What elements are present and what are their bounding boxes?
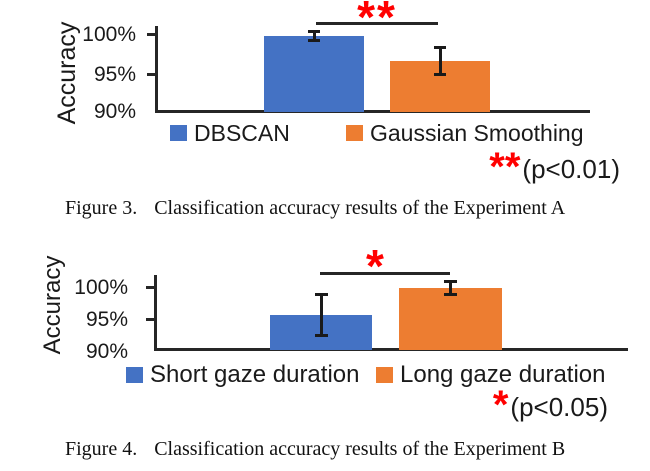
- error-bar-long-gaze-duration: [444, 280, 457, 296]
- error-bar-cap: [434, 46, 446, 50]
- y-axis-line: [155, 26, 158, 113]
- figure-4-chart: Accuracy 100% 95% 90% *: [0, 235, 650, 471]
- error-bar-cap: [308, 29, 320, 33]
- figure-3-caption: Figure 3. Classification accuracy result…: [65, 197, 565, 220]
- x-axis-line: [154, 348, 628, 351]
- legend-label: Gaussian Smoothing: [370, 119, 584, 146]
- legend-swatch-orange: [346, 125, 363, 141]
- significance-bracket: [316, 22, 438, 25]
- error-bar-cap: [444, 280, 457, 284]
- bar-long-gaze-duration: [399, 287, 502, 350]
- legend-label: Long gaze duration: [400, 361, 606, 388]
- caption-text: Classification accuracy results of the E…: [154, 438, 566, 460]
- legend-item-dbscan: DBSCAN: [170, 119, 290, 146]
- error-bar-cap: [308, 39, 320, 43]
- y-tick-label-90: 90%: [85, 340, 128, 363]
- figure-4: Accuracy 100% 95% 90% *: [0, 235, 650, 471]
- error-bar-cap: [314, 333, 328, 337]
- significance-note: ** (p<0.01): [489, 147, 620, 187]
- error-bar-cap: [444, 292, 457, 296]
- y-tick-label-100: 100%: [82, 23, 136, 46]
- legend-item-long-gaze-duration: Long gaze duration: [376, 361, 606, 388]
- significance-stars: *: [366, 240, 386, 292]
- error-bar-short-gaze-duration: [314, 293, 328, 337]
- legend-label: DBSCAN: [194, 119, 290, 146]
- x-axis-line: [155, 110, 590, 113]
- y-tick-label-95: 95%: [93, 63, 136, 86]
- p-note-label: (p<0.05): [510, 392, 608, 422]
- p-note-label: (p<0.01): [522, 154, 620, 184]
- figure-3-chart: Accuracy 100% 95% 90% **: [0, 0, 650, 235]
- y-tick-mark: [147, 33, 155, 36]
- y-tick-mark: [146, 286, 154, 289]
- y-tick-label-90: 90%: [93, 100, 136, 123]
- y-tick-label-95: 95%: [85, 308, 128, 331]
- p-note-stars: *: [492, 383, 509, 427]
- figure-3: Accuracy 100% 95% 90% **: [0, 0, 650, 235]
- legend-swatch-blue: [126, 367, 143, 383]
- y-tick-label-100: 100%: [74, 276, 128, 299]
- legend-label: Short gaze duration: [150, 361, 360, 388]
- significance-bracket: [320, 272, 450, 275]
- error-bar-line: [312, 29, 316, 43]
- error-bar-cap: [314, 293, 328, 297]
- caption-label: Figure 4.: [65, 438, 138, 460]
- error-bar-line: [449, 280, 452, 296]
- legend-item-short-gaze-duration: Short gaze duration: [126, 361, 360, 388]
- legend-item-gaussian-smoothing: Gaussian Smoothing: [346, 119, 584, 146]
- legend-swatch-blue: [170, 125, 187, 141]
- significance-note: * (p<0.05): [493, 385, 608, 425]
- caption-text: Classification accuracy results of the E…: [154, 197, 566, 219]
- error-bar-cap: [434, 72, 446, 76]
- y-tick-mark: [147, 73, 155, 76]
- y-tick-mark: [146, 318, 154, 321]
- bar-dbscan: [264, 36, 364, 112]
- error-bar-gaussian-smoothing: [434, 46, 446, 76]
- error-bar-line: [438, 46, 442, 76]
- error-bar-dbscan: [308, 29, 320, 43]
- figure-4-caption: Figure 4. Classification accuracy result…: [65, 438, 565, 461]
- legend-swatch-orange: [376, 367, 393, 383]
- error-bar-line: [319, 293, 323, 337]
- y-axis-line: [154, 275, 157, 351]
- significance-stars: **: [357, 0, 397, 43]
- caption-label: Figure 3.: [65, 197, 138, 219]
- p-note-stars: **: [489, 145, 521, 189]
